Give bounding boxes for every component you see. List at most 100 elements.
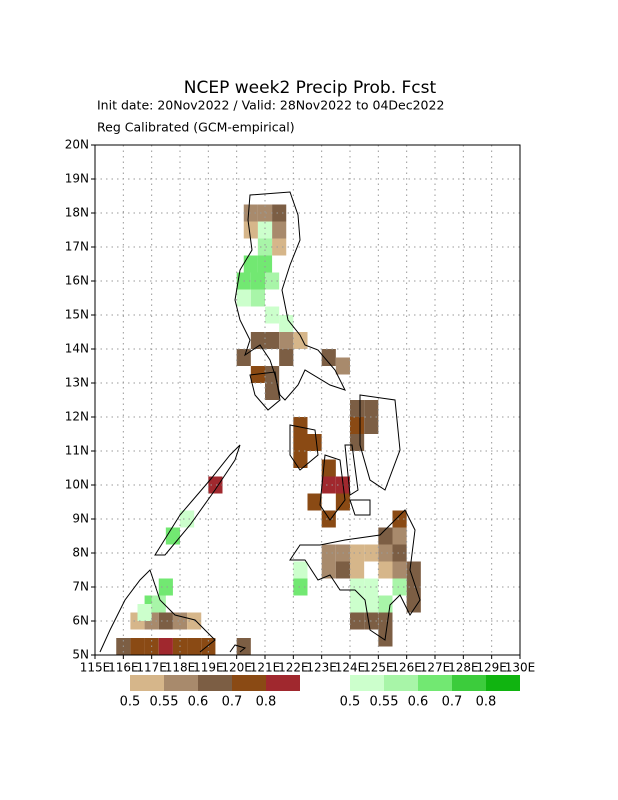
prob-cell [180,510,195,528]
prob-cell [378,527,393,545]
coastline [344,444,359,496]
prob-cell [158,578,173,596]
coastline [229,644,247,653]
y-tick-label: 7N [72,580,89,594]
axes: 115E116E117E118E119E120E121E122E123E124E… [65,138,536,675]
prob-cell [165,527,180,545]
prob-cell [250,272,265,290]
x-tick-label: 123E [306,661,337,675]
prob-cell [406,595,421,613]
x-tick-label: 121E [250,661,281,675]
prob-cell [350,400,365,417]
legend-swatch [350,675,384,691]
legend-label: 0.55 [370,695,399,710]
x-tick-label: 117E [136,661,167,675]
y-tick-label: 6N [72,614,89,628]
legend-label: 0.5 [340,695,361,710]
y-tick-label: 5N [72,648,89,662]
prob-cell [293,451,308,468]
prob-cell [293,561,308,579]
legend-swatch [198,675,232,691]
prob-cell [378,544,393,562]
coastline [289,509,421,641]
x-tick-label: 127E [420,661,451,675]
prob-cell [250,289,265,307]
prob-cell [279,315,294,332]
prob-cell [137,604,152,621]
prob-cell [272,204,287,222]
legend: 0.5 0.55 0.6 0.7 0.8 0.5 0.55 0.6 0.7 0.8 [120,675,520,710]
x-tick-label: 126E [391,661,422,675]
legend-swatch [418,675,452,691]
x-tick-label: 122E [278,661,309,675]
legend-label: 0.7 [442,695,463,710]
coastline [99,569,216,653]
prob-cell [236,349,251,366]
x-tick-label: 128E [448,661,479,675]
prob-cell [243,255,258,273]
prob-cell [250,332,265,349]
y-tick-label: 15N [65,308,89,322]
y-tick-label: 8N [72,546,89,560]
prob-cell [130,638,145,655]
coastline [234,191,346,401]
prob-cell [187,638,202,655]
legend-label: 0.55 [150,695,179,710]
prob-cell [350,417,365,434]
prob-cell [406,561,421,579]
prob-cell [392,510,407,528]
legend-swatch [486,675,520,691]
prob-cell [378,595,393,613]
y-tick-label: 20N [65,138,89,152]
map-frame [94,144,521,656]
prob-cell [257,255,273,273]
prob-cell [321,544,336,562]
prob-cell [293,332,308,349]
prob-cell [293,417,308,434]
x-tick-label: 129E [476,661,507,675]
prob-cell [364,400,379,417]
y-tick-label: 13N [65,376,89,390]
prob-cell [378,561,393,579]
prob-cell [392,578,407,596]
prob-cell [350,612,365,630]
prob-cell [279,349,294,366]
legend-swatch [384,675,418,691]
prob-cell [272,238,287,256]
prob-cell [272,221,287,239]
prob-cell [151,595,166,613]
prob-cell [236,289,251,307]
y-tick-label: 17N [65,240,89,254]
legend-label: 0.6 [188,695,209,710]
x-tick-label: 118E [165,661,196,675]
prob-cell [350,561,365,579]
coastline [154,444,241,556]
prob-cell [293,434,308,451]
title: NCEP week2 Precip Prob. Fcst [184,78,437,98]
y-tick-label: 19N [65,172,89,186]
prob-cell [236,638,251,655]
legend-label: 0.7 [222,695,243,710]
prob-cell [307,493,322,511]
prob-cell [208,476,223,494]
x-tick-label: 119E [193,661,224,675]
legend-label: 0.8 [256,695,277,710]
legend-swatch [452,675,486,691]
note: Reg Calibrated (GCM-empirical) [97,120,295,135]
prob-cell [279,332,294,349]
legend-label: 0.5 [120,695,141,710]
prob-cell [364,595,379,613]
y-tick-label: 16N [65,274,89,288]
prob-cell [378,612,393,630]
coastline [319,454,346,521]
prob-cell [243,204,258,222]
y-tick-label: 14N [65,342,89,356]
legend-swatch [232,675,266,691]
prob-cell [265,366,280,383]
x-tick-label: 125E [363,661,394,675]
prob-cell [243,221,258,239]
legend-label: 0.6 [408,695,429,710]
prob-cell [307,434,322,451]
